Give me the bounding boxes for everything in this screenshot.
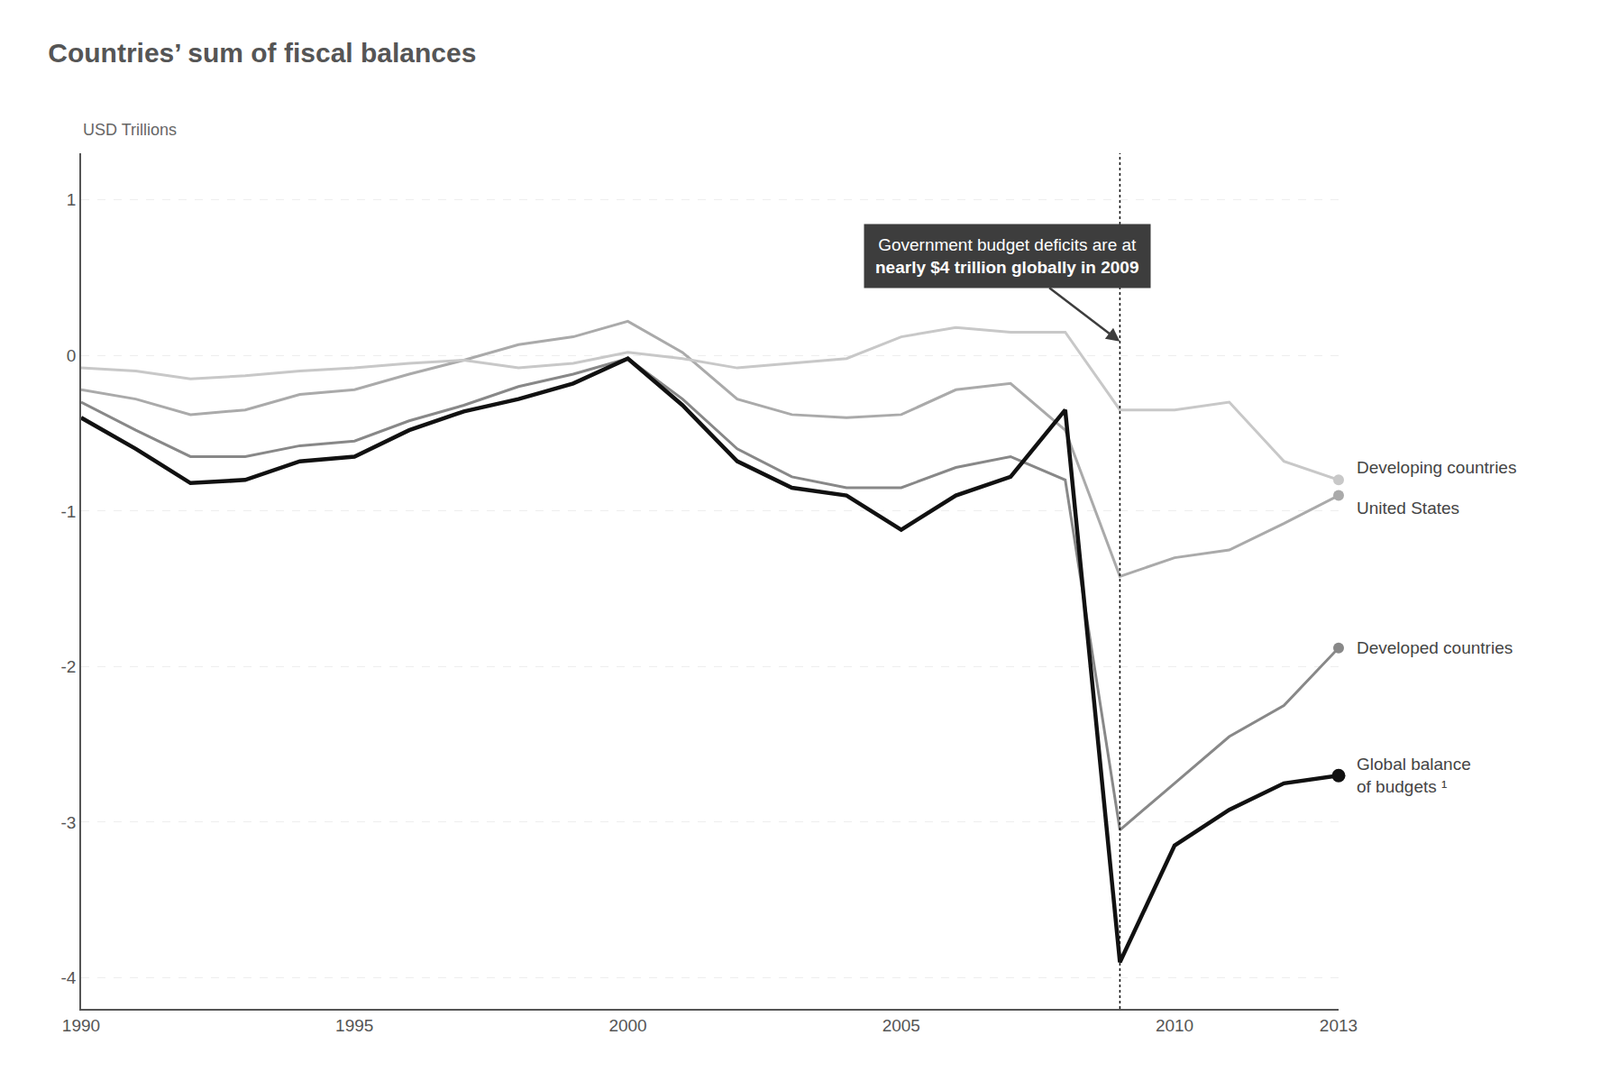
svg-text:-1: -1 [61,502,77,522]
svg-text:Countries’ sum of fiscal balan: Countries’ sum of fiscal balances [47,37,476,68]
svg-text:2000: 2000 [608,1015,647,1035]
svg-text:Developed countries: Developed countries [1356,638,1513,658]
svg-text:2013: 2013 [1319,1015,1358,1035]
svg-text:-2: -2 [61,657,77,677]
svg-text:1990: 1990 [62,1015,101,1035]
svg-text:USD Trillions: USD Trillions [82,120,177,139]
svg-text:0: 0 [66,346,77,366]
svg-text:Government budget deficits are: Government budget deficits are atnearly … [875,235,1140,277]
svg-text:-3: -3 [61,813,77,832]
svg-text:United States: United States [1356,498,1460,518]
svg-text:Global balanceof budgets ¹: Global balanceof budgets ¹ [1356,754,1472,796]
svg-text:Developing countries: Developing countries [1356,457,1517,477]
svg-text:2005: 2005 [882,1015,921,1035]
svg-text:1995: 1995 [335,1015,374,1035]
svg-text:-4: -4 [61,968,77,988]
svg-text:1: 1 [66,190,77,210]
svg-text:2010: 2010 [1155,1015,1194,1035]
